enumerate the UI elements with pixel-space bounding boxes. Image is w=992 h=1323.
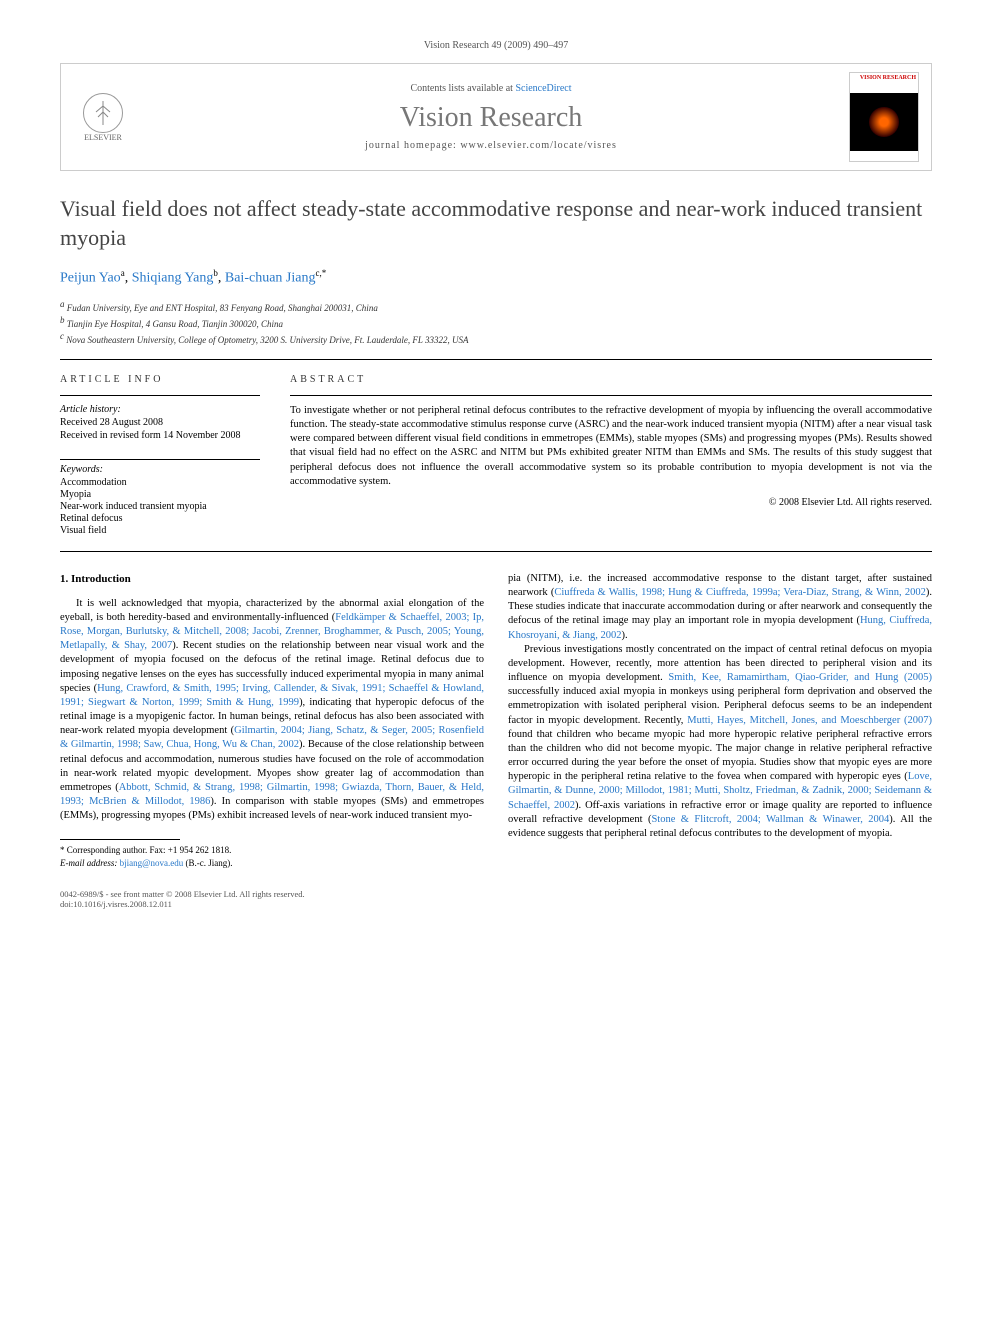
journal-name: Vision Research	[133, 102, 849, 134]
revised-date: Received in revised form 14 November 200…	[60, 430, 260, 441]
citation[interactable]: Stone & Flitcroft, 2004; Wallman & Winaw…	[651, 814, 889, 825]
corresponding-footnote: * Corresponding author. Fax: +1 954 262 …	[60, 844, 484, 856]
author-2[interactable]: Shiqiang Yang	[132, 271, 214, 286]
section-title: Introduction	[71, 573, 131, 585]
cover-image-icon	[869, 107, 899, 137]
keyword-3: Near-work induced transient myopia	[60, 501, 260, 512]
page-footer: 0042-6989/$ - see front matter © 2008 El…	[60, 889, 932, 909]
divider	[60, 359, 932, 360]
info-rule	[60, 395, 260, 396]
footnote-rule	[60, 839, 180, 840]
author-2-sup: b	[213, 268, 218, 278]
email-label: E-mail address:	[60, 858, 120, 868]
citation[interactable]: Smith, Kee, Ramamirtham, Qiao-Grider, an…	[668, 672, 932, 683]
keyword-4: Retinal defocus	[60, 513, 260, 524]
keyword-5: Visual field	[60, 525, 260, 536]
sciencedirect-link[interactable]: ScienceDirect	[515, 83, 571, 94]
keyword-1: Accommodation	[60, 477, 260, 488]
footer-line-2: doi:10.1016/j.visres.2008.12.011	[60, 899, 932, 909]
affil-1: Fudan University, Eye and ENT Hospital, …	[67, 303, 378, 313]
author-list: Peijun Yaoa, Shiqiang Yangb, Bai-chuan J…	[60, 268, 932, 287]
journal-banner: ELSEVIER Contents lists available at Sci…	[60, 63, 932, 171]
journal-homepage: journal homepage: www.elsevier.com/locat…	[133, 140, 849, 151]
keyword-2: Myopia	[60, 489, 260, 500]
section-heading: 1. Introduction	[60, 572, 484, 587]
affil-2: Tianjin Eye Hospital, 4 Gansu Road, Tian…	[67, 319, 283, 329]
contents-prefix: Contents lists available at	[410, 83, 515, 94]
abstract-rule	[290, 395, 932, 396]
affil-1-sup: a	[60, 299, 65, 309]
section-num: 1.	[60, 573, 68, 585]
history-label: Article history:	[60, 404, 260, 415]
citation[interactable]: Ciuffreda & Wallis, 1998; Hung & Ciuffre…	[554, 587, 926, 598]
para-1-cont: pia (NITM), i.e. the increased accommoda…	[508, 572, 932, 643]
running-head: Vision Research 49 (2009) 490–497	[60, 40, 932, 51]
footer-line-1: 0042-6989/$ - see front matter © 2008 El…	[60, 889, 932, 899]
journal-cover-thumb: VISION RESEARCH	[849, 72, 919, 162]
author-1-sup: a	[121, 268, 125, 278]
affil-3-sup: c	[60, 331, 64, 341]
author-3-sup: c,*	[315, 268, 326, 278]
affiliations: a Fudan University, Eye and ENT Hospital…	[60, 299, 932, 345]
abstract-text: To investigate whether or not peripheral…	[290, 404, 932, 489]
divider-2	[60, 551, 932, 552]
abstract-label: ABSTRACT	[290, 374, 932, 385]
author-3[interactable]: Bai-chuan Jiang	[225, 271, 316, 286]
elsevier-label: ELSEVIER	[84, 133, 122, 142]
citation[interactable]: Mutti, Hayes, Mitchell, Jones, and Moesc…	[687, 715, 932, 726]
para-2: Previous investigations mostly concentra…	[508, 643, 932, 841]
received-date: Received 28 August 2008	[60, 417, 260, 428]
cover-label: VISION RESEARCH	[850, 73, 918, 93]
homepage-prefix: journal homepage:	[365, 140, 460, 151]
abstract-col: ABSTRACT To investigate whether or not p…	[290, 374, 932, 537]
kw-rule	[60, 459, 260, 460]
email-link[interactable]: bjiang@nova.edu	[120, 858, 184, 868]
abstract-copyright: © 2008 Elsevier Ltd. All rights reserved…	[290, 497, 932, 508]
contents-line: Contents lists available at ScienceDirec…	[133, 83, 849, 94]
elsevier-tree-icon	[83, 93, 123, 133]
elsevier-logo: ELSEVIER	[73, 82, 133, 152]
affil-3: Nova Southeastern University, College of…	[66, 335, 468, 345]
article-info-col: ARTICLE INFO Article history: Received 2…	[60, 374, 260, 537]
article-info-label: ARTICLE INFO	[60, 374, 260, 385]
email-footnote: E-mail address: bjiang@nova.edu (B.-c. J…	[60, 857, 484, 869]
body-col-1: 1. Introduction It is well acknowledged …	[60, 572, 484, 869]
affil-2-sup: b	[60, 315, 65, 325]
para-1: It is well acknowledged that myopia, cha…	[60, 597, 484, 824]
email-suffix: (B.-c. Jiang).	[183, 858, 232, 868]
keywords-label: Keywords:	[60, 464, 260, 475]
homepage-url[interactable]: www.elsevier.com/locate/visres	[460, 140, 617, 151]
article-title: Visual field does not affect steady-stat…	[60, 195, 932, 252]
body-col-2: pia (NITM), i.e. the increased accommoda…	[508, 572, 932, 869]
author-1[interactable]: Peijun Yao	[60, 271, 121, 286]
